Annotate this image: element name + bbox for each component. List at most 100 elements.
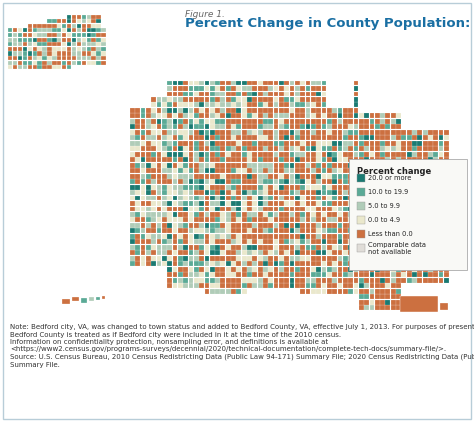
Bar bbox=[263, 239, 268, 244]
Bar bbox=[327, 135, 332, 140]
Bar bbox=[247, 146, 252, 151]
Bar bbox=[348, 114, 353, 118]
Bar bbox=[284, 152, 289, 157]
Bar bbox=[178, 124, 182, 129]
Bar bbox=[37, 61, 42, 65]
Bar bbox=[62, 19, 66, 23]
Bar bbox=[332, 135, 337, 140]
Bar bbox=[316, 190, 321, 195]
Bar bbox=[210, 256, 215, 261]
Bar bbox=[96, 24, 100, 28]
Bar bbox=[82, 14, 86, 19]
Bar bbox=[301, 108, 305, 113]
Bar bbox=[385, 305, 390, 310]
Bar bbox=[385, 261, 390, 266]
Bar bbox=[423, 168, 428, 173]
Bar bbox=[183, 135, 188, 140]
Bar bbox=[401, 212, 406, 217]
Bar bbox=[348, 163, 353, 168]
Bar bbox=[156, 195, 162, 200]
Bar bbox=[210, 239, 215, 244]
Bar bbox=[189, 103, 193, 107]
Bar bbox=[247, 250, 252, 255]
Bar bbox=[237, 103, 241, 107]
Bar bbox=[130, 223, 135, 228]
Bar bbox=[263, 201, 268, 206]
Bar bbox=[290, 86, 294, 91]
Bar bbox=[52, 33, 56, 37]
Bar bbox=[146, 195, 151, 200]
Bar bbox=[135, 163, 140, 168]
Bar bbox=[263, 250, 268, 255]
Bar bbox=[183, 212, 188, 217]
Bar bbox=[258, 228, 263, 233]
Bar bbox=[204, 201, 210, 206]
Bar bbox=[359, 135, 364, 140]
Bar bbox=[237, 289, 241, 294]
Bar bbox=[183, 146, 188, 151]
Bar bbox=[348, 267, 353, 272]
Bar bbox=[359, 272, 364, 277]
Bar bbox=[67, 33, 71, 37]
Bar bbox=[337, 163, 342, 168]
Bar bbox=[135, 223, 140, 228]
Bar bbox=[375, 272, 380, 277]
Bar bbox=[146, 114, 151, 118]
Bar bbox=[354, 114, 358, 118]
Bar bbox=[23, 38, 27, 42]
Bar bbox=[226, 97, 230, 102]
Bar bbox=[82, 56, 86, 60]
Bar bbox=[439, 261, 444, 266]
Bar bbox=[178, 267, 182, 272]
Bar bbox=[178, 141, 182, 146]
Bar bbox=[242, 201, 246, 206]
Bar bbox=[189, 108, 193, 113]
Bar bbox=[146, 146, 151, 151]
Text: Percent Change in County Population: 2010 to 2020: Percent Change in County Population: 201… bbox=[185, 17, 474, 30]
Bar bbox=[295, 130, 300, 135]
Bar bbox=[354, 92, 358, 97]
Bar bbox=[370, 135, 374, 140]
Bar bbox=[42, 61, 46, 65]
Bar bbox=[81, 298, 87, 303]
Bar bbox=[194, 267, 199, 272]
Bar bbox=[253, 267, 257, 272]
Bar bbox=[199, 184, 204, 189]
Bar bbox=[295, 217, 300, 222]
Bar bbox=[343, 108, 348, 113]
Bar bbox=[162, 168, 167, 173]
Bar bbox=[396, 179, 401, 184]
Bar bbox=[220, 278, 225, 283]
Bar bbox=[306, 81, 310, 86]
Bar bbox=[189, 261, 193, 266]
Bar bbox=[343, 130, 348, 135]
Bar bbox=[322, 228, 327, 233]
Bar bbox=[96, 51, 100, 56]
Bar bbox=[332, 108, 337, 113]
Bar bbox=[279, 157, 284, 162]
Bar bbox=[364, 261, 369, 266]
Bar bbox=[226, 103, 230, 107]
Bar bbox=[407, 206, 411, 211]
Bar bbox=[82, 24, 86, 28]
Bar bbox=[183, 119, 188, 124]
Bar bbox=[396, 289, 401, 294]
Bar bbox=[263, 146, 268, 151]
Bar bbox=[327, 119, 332, 124]
Bar bbox=[237, 92, 241, 97]
Bar bbox=[290, 130, 294, 135]
Bar bbox=[444, 201, 449, 206]
Bar bbox=[183, 283, 188, 288]
Bar bbox=[141, 212, 146, 217]
Bar bbox=[178, 135, 182, 140]
Bar bbox=[444, 190, 449, 195]
Bar bbox=[295, 179, 300, 184]
Bar bbox=[301, 217, 305, 222]
Bar bbox=[204, 163, 210, 168]
Bar bbox=[226, 201, 230, 206]
Bar bbox=[226, 234, 230, 239]
Bar bbox=[375, 294, 380, 299]
Bar bbox=[348, 119, 353, 124]
Bar bbox=[72, 19, 76, 23]
Bar bbox=[306, 190, 310, 195]
